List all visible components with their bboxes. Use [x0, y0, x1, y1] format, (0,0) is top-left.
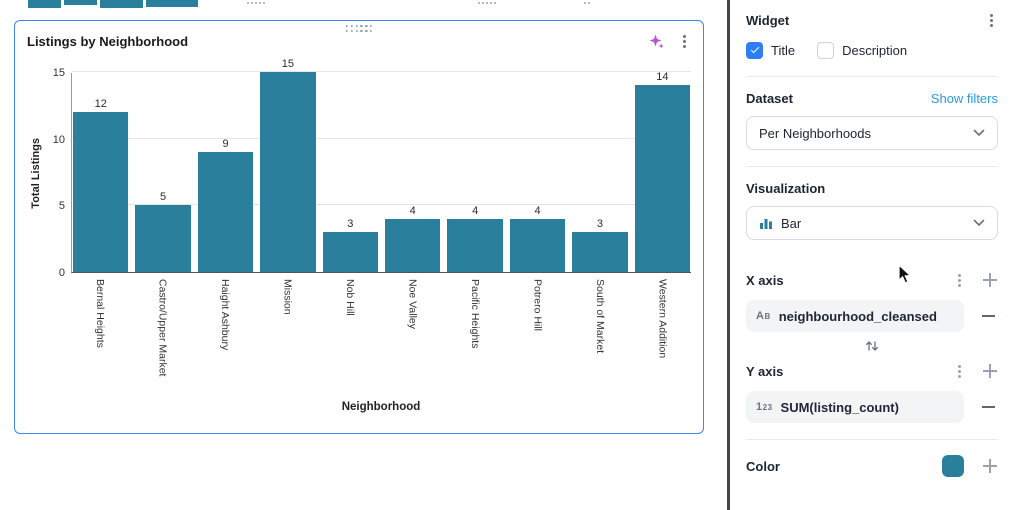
checkbox-unchecked-icon[interactable]	[817, 41, 835, 59]
widget-drag-handle[interactable]	[342, 24, 376, 34]
bar-value-label: 12	[94, 98, 107, 110]
bar[interactable]	[197, 152, 254, 272]
y-axis-field-pill[interactable]: 123 SUM(listing_count)	[746, 391, 964, 423]
color-swatch[interactable]	[942, 455, 964, 477]
bar[interactable]	[260, 72, 316, 272]
description-checkbox-label: Description	[842, 42, 908, 58]
bar-value-label: 3	[596, 218, 604, 230]
chevron-down-icon	[973, 129, 985, 137]
swap-axes-icon[interactable]	[864, 338, 880, 354]
bar-value-label: 3	[347, 218, 354, 230]
x-axis-add-button[interactable]	[982, 272, 998, 288]
visualization-select[interactable]: Bar	[746, 206, 998, 240]
category-label: Western Addition	[656, 279, 669, 359]
dataset-select[interactable]: Per Neighborhoods	[746, 116, 998, 150]
title-checkbox[interactable]: Title	[746, 41, 796, 59]
cropped-drag-handle-icon	[247, 2, 249, 4]
cropped-bar	[146, 0, 198, 7]
y-axis-title: Total Listings	[30, 137, 42, 209]
y-axis-label: Y axis	[746, 363, 784, 379]
gridline	[72, 204, 691, 206]
gridline	[72, 137, 691, 139]
category-label: Potrero Hill	[531, 279, 544, 331]
show-filters-link[interactable]: Show filters	[930, 91, 998, 106]
cropped-bar	[64, 0, 97, 5]
ai-sparkle-icon[interactable]	[648, 33, 665, 50]
visualization-select-value: Bar	[781, 215, 802, 231]
panel-divider	[727, 0, 730, 510]
x-axis-title: Neighborhood	[341, 401, 421, 413]
x-axis-remove-button[interactable]	[978, 306, 998, 326]
y-tick-label: 5	[58, 200, 65, 213]
category-label: Mission	[281, 279, 294, 315]
bar-value-label: 14	[656, 71, 669, 84]
cropped-bar	[100, 0, 143, 8]
bar[interactable]	[634, 85, 691, 272]
widget-menu-button[interactable]	[677, 31, 691, 51]
category-label: South of Market	[594, 279, 606, 354]
x-axis-menu-button[interactable]	[952, 270, 966, 290]
bar-chart-icon	[760, 219, 772, 229]
cropped-widgets-strip	[0, 0, 728, 12]
widget-title: Listings by Neighborhood	[27, 34, 189, 49]
cropped-menu-icon	[584, 2, 586, 4]
y-tick-label: 10	[52, 133, 65, 146]
color-label: Color	[746, 458, 780, 474]
bar-value-label: 9	[222, 138, 229, 150]
bar-value-label: 15	[281, 58, 295, 70]
category-label: Nob Hill	[344, 279, 356, 316]
bar-value-label: 5	[160, 191, 167, 204]
bar[interactable]	[509, 218, 566, 272]
bar-value-label: 4	[409, 204, 416, 217]
x-axis-labels: Bernal Heights Castro/Upper Market Haight …	[71, 279, 691, 393]
bar[interactable]	[385, 218, 441, 272]
cropped-drag-handle-icon	[478, 2, 480, 4]
dataset-label: Dataset	[746, 91, 793, 106]
bar-value-label: 4	[472, 204, 479, 217]
bar-chart: Total Listings 0 5 10 15 12 5 9 15 3 4 4 4 3 14 Bern…	[27, 59, 691, 413]
panel-menu-button[interactable]	[984, 10, 998, 30]
x-axis-field-name: neighbourhood_cleansed	[778, 308, 937, 324]
y-axis-remove-button[interactable]	[978, 397, 998, 417]
description-checkbox[interactable]: Description	[817, 41, 908, 59]
gridline	[72, 71, 691, 72]
bar[interactable]	[135, 205, 191, 272]
bar-value-label: 4	[534, 204, 541, 217]
category-label: Pacific Heights	[469, 279, 481, 349]
y-axis-menu-button[interactable]	[952, 361, 966, 381]
plot-area: 12 5 9 15 3 4 4 4 3 14	[71, 59, 691, 273]
bar[interactable]	[447, 218, 503, 272]
bar[interactable]	[322, 232, 379, 272]
category-label: Noe Valley	[406, 279, 419, 329]
divider	[746, 166, 998, 167]
bar[interactable]	[73, 112, 129, 272]
y-tick-label: 15	[52, 67, 65, 79]
x-axis-label: X axis	[746, 272, 784, 288]
divider	[746, 76, 998, 77]
chart-widget[interactable]: Listings by Neighborhood Total Listings …	[14, 20, 704, 434]
color-add-button[interactable]	[982, 458, 998, 474]
y-tick-label: 0	[58, 267, 65, 279]
y-axis-ticks: 0 5 10 15	[45, 67, 71, 279]
title-checkbox-label: Title	[771, 42, 796, 58]
panel-title: Widget	[746, 12, 790, 28]
string-type-icon: AB	[756, 310, 771, 322]
number-type-icon: 123	[756, 401, 773, 413]
divider	[746, 439, 998, 440]
visualization-label: Visualization	[746, 181, 826, 196]
widget-config-panel: Widget Title Description Dataset Show fi…	[730, 0, 1014, 510]
category-label: Haight Ashbury	[219, 279, 231, 351]
chevron-down-icon	[973, 219, 985, 227]
checkbox-checked-icon[interactable]	[746, 41, 763, 59]
category-label: Bernal Heights	[94, 279, 106, 348]
dataset-select-value: Per Neighborhoods	[759, 125, 872, 141]
bar[interactable]	[572, 232, 628, 272]
category-label: Castro/Upper Market	[156, 279, 169, 377]
x-axis-field-pill[interactable]: AB neighbourhood_cleansed	[746, 300, 964, 332]
y-axis-field-name: SUM(listing_count)	[780, 399, 899, 415]
cropped-bar	[28, 0, 61, 8]
y-axis-add-button[interactable]	[982, 363, 998, 379]
